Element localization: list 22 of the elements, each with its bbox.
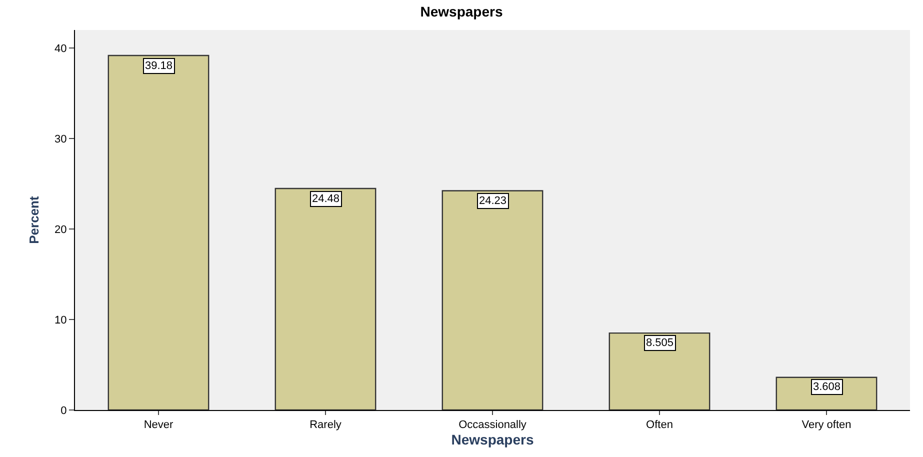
x-tick-label: Never <box>144 419 174 432</box>
y-axis-title: Percent <box>26 195 42 244</box>
y-tick-label: 30 <box>54 133 67 146</box>
x-tick-label: Rarely <box>310 419 342 432</box>
y-tick-label: 20 <box>54 224 67 236</box>
bar <box>608 332 710 410</box>
data-label: 8.505 <box>646 337 674 349</box>
data-label: 24.48 <box>312 193 340 205</box>
y-tick-label: 40 <box>54 42 67 55</box>
y-tick-label: 10 <box>54 314 67 326</box>
x-tick-label: Often <box>646 419 673 432</box>
y-tick-label: 0 <box>60 404 67 417</box>
bar <box>274 188 376 410</box>
data-label: 39.18 <box>145 60 173 72</box>
x-tick-label: Occassionally <box>458 419 527 432</box>
bar <box>442 190 544 410</box>
bar <box>108 54 210 410</box>
x-axis-title: Newspapers <box>451 432 534 448</box>
data-label: 3.608 <box>813 381 841 393</box>
chart-title: Newspapers <box>420 4 503 20</box>
data-label: 24.23 <box>479 195 507 207</box>
x-tick-label: Very often <box>802 419 852 432</box>
